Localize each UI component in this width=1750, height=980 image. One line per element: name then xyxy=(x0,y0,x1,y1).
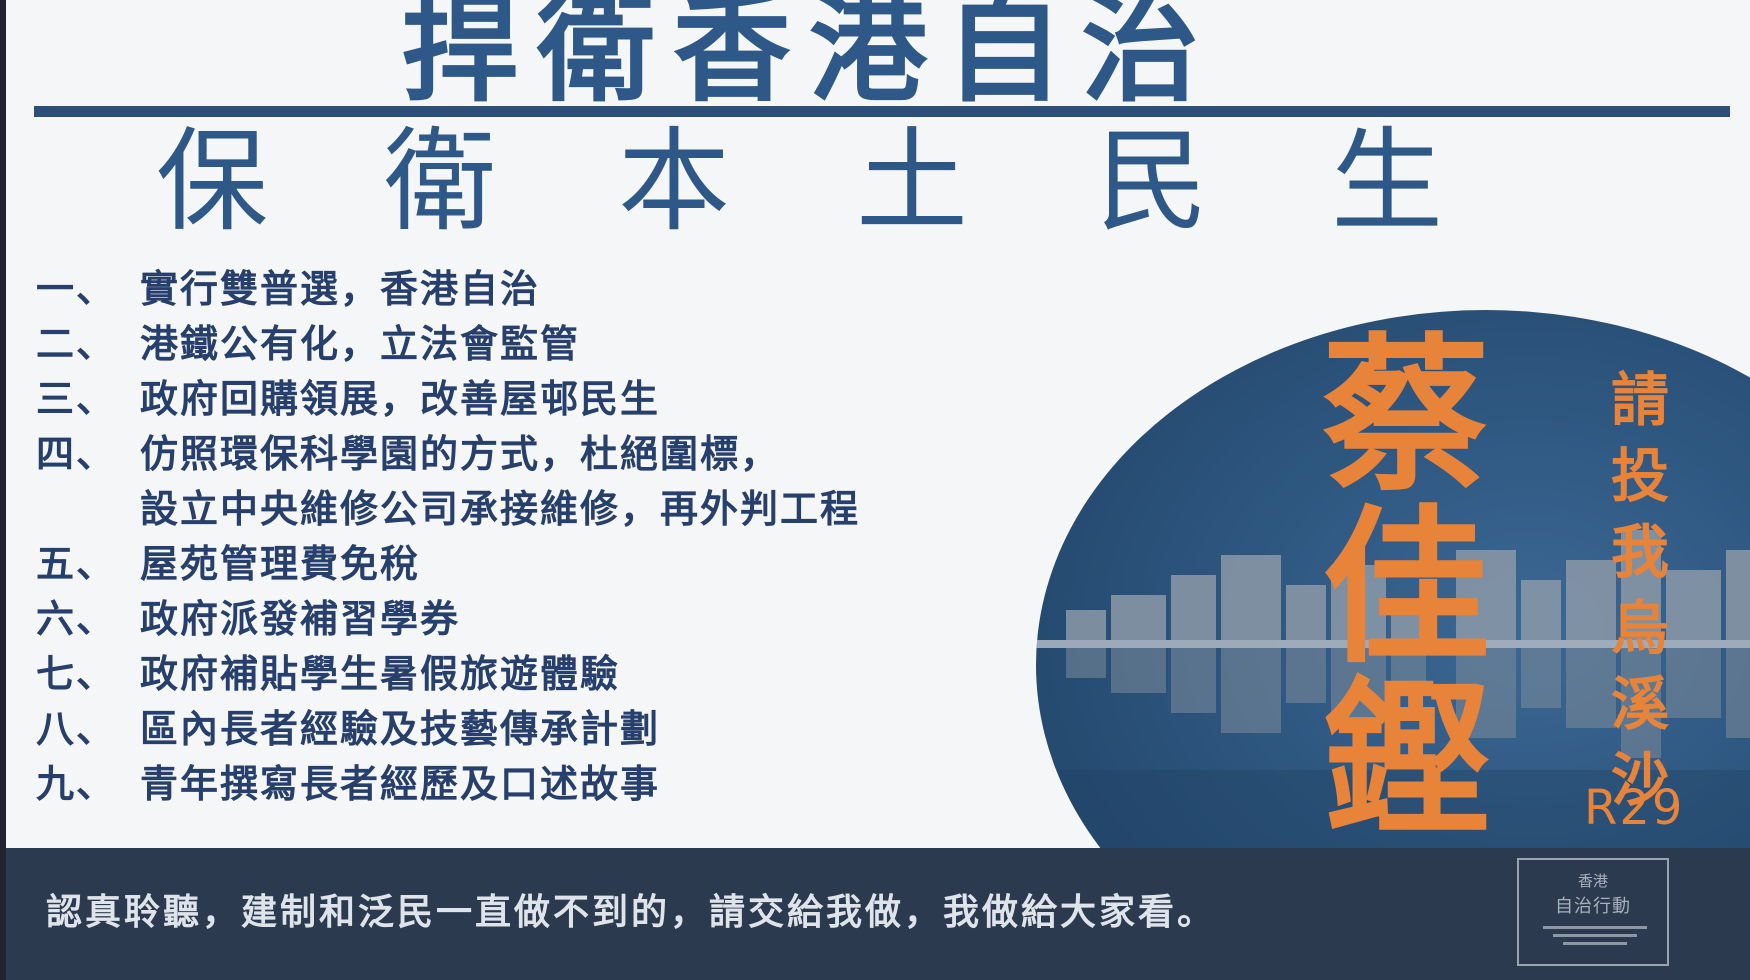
title-divider xyxy=(34,106,1730,117)
platform-list: 一、 實行雙普選，香港自治 二、 港鐵公有化，立法會監管 三、 政府回購領展，改… xyxy=(36,258,1106,808)
platform-item: 八、 區內長者經驗及技藝傳承計劃 xyxy=(36,698,1106,753)
platform-item-text: 港鐵公有化，立法會監管 xyxy=(140,322,581,366)
vote-call-char: 請 xyxy=(1610,366,1669,434)
platform-item-number: 二、 xyxy=(36,322,117,366)
platform-item-text: 政府回購領展，改善屋邨民生 xyxy=(140,377,661,421)
subtitle-char: 衛 xyxy=(384,117,496,247)
platform-item-text: 實行雙普選，香港自治 xyxy=(140,267,541,311)
platform-item: 五、 屋苑管理費免稅 xyxy=(36,533,1106,588)
platform-item-number: 七、 xyxy=(36,652,117,696)
footer-slogan: 認真聆聽，建制和泛民一直做不到的，請交給我做，我做給大家看。 xyxy=(46,892,1217,933)
platform-item-number: 四、 xyxy=(36,432,117,476)
vote-call-char: 沙 xyxy=(1610,746,1669,814)
vote-call-char: 溪 xyxy=(1610,670,1669,738)
platform-item-text: 屋苑管理費免稅 xyxy=(140,542,421,586)
candidate-name: 蔡 佳 鏗 xyxy=(1291,330,1521,846)
platform-item-text: 青年撰寫長者經歷及口述故事 xyxy=(140,762,661,806)
subtitle-char: 民 xyxy=(1096,117,1208,247)
ballot-number: R29 xyxy=(1584,780,1685,836)
candidate-name-char: 蔡 xyxy=(1322,318,1490,514)
platform-item: 七、 政府補貼學生暑假旅遊體驗 xyxy=(36,643,1106,698)
vote-call-char: 我 xyxy=(1610,518,1669,586)
subtitle-char: 土 xyxy=(856,117,968,247)
candidate-name-char: 鏗 xyxy=(1322,662,1490,858)
footer-band xyxy=(6,848,1750,980)
platform-item-text: 區內長者經驗及技藝傳承計劃 xyxy=(140,707,661,751)
subtitle-char: 保 xyxy=(156,117,268,247)
platform-item-number: 九、 xyxy=(36,762,117,806)
organization-logo: 香港 自治行動 xyxy=(1517,858,1669,966)
platform-item-text: 政府派發補習學券 xyxy=(140,597,461,641)
platform-item-text: 政府補貼學生暑假旅遊體驗 xyxy=(140,652,621,696)
main-title: 捍衛香港自治 xyxy=(401,0,1218,118)
logo-line: 香港 xyxy=(1577,872,1608,890)
subtitle-char: 本 xyxy=(618,117,730,247)
platform-item-number: 一、 xyxy=(36,267,117,311)
platform-item: 一、 實行雙普選，香港自治 xyxy=(36,258,1106,313)
platform-item: 六、 政府派發補習學券 xyxy=(36,588,1106,643)
subtitle-char: 生 xyxy=(1331,117,1443,247)
platform-item-text: 設立中央維修公司承接維修，再外判工程 xyxy=(140,487,861,531)
platform-item-number: 三、 xyxy=(36,377,117,421)
platform-item-text: 仿照環保科學園的方式，杜絕圍標， xyxy=(140,432,781,476)
vote-call: 請 投 我 烏 溪 沙 xyxy=(1600,362,1680,818)
platform-item-number: 六、 xyxy=(36,597,117,641)
platform-item: 二、 港鐵公有化，立法會監管 xyxy=(36,313,1106,368)
candidate-name-char: 佳 xyxy=(1322,490,1490,686)
platform-item: 四、 仿照環保科學園的方式，杜絕圍標， xyxy=(36,423,1106,478)
vote-call-char: 烏 xyxy=(1610,594,1669,662)
logo-small-print-image xyxy=(1543,926,1647,945)
platform-item-number: 五、 xyxy=(36,542,117,586)
platform-item-number: 八、 xyxy=(36,707,117,751)
platform-item: 九、 青年撰寫長者經歷及口述故事 xyxy=(36,753,1106,808)
vote-call-char: 投 xyxy=(1610,442,1669,510)
logo-line: 自治行動 xyxy=(1555,896,1631,917)
platform-item-continuation: 設立中央維修公司承接維修，再外判工程 xyxy=(36,478,1106,533)
platform-item: 三、 政府回購領展，改善屋邨民生 xyxy=(36,368,1106,423)
